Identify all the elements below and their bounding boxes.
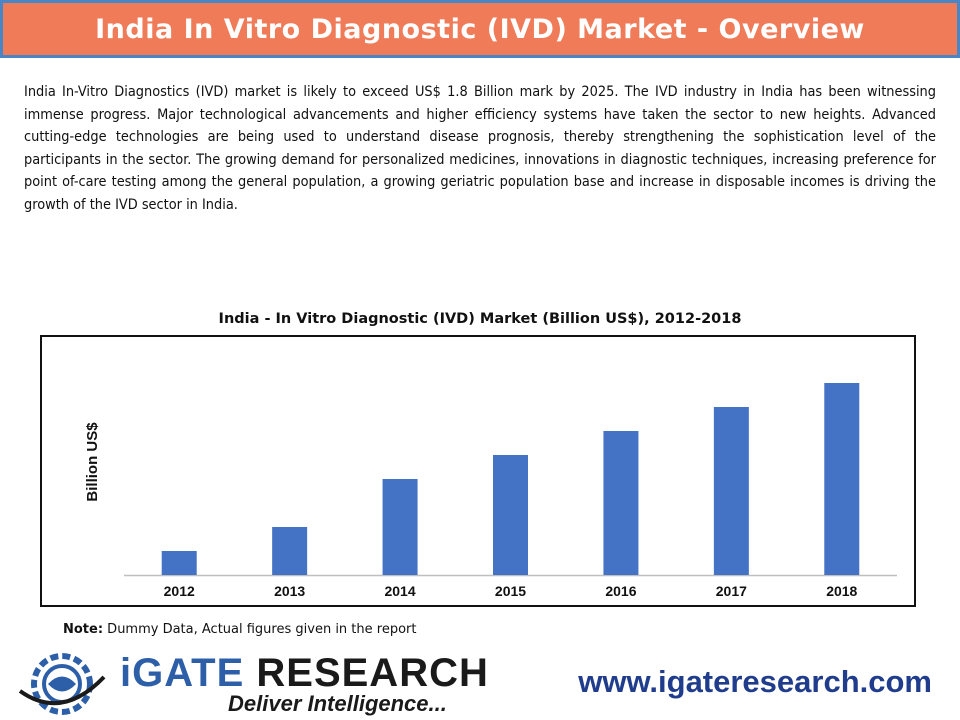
logo-word-research: RESEARCH: [244, 651, 489, 695]
note-label: Note:: [63, 622, 104, 637]
x-tick-label-2017: 2017: [716, 583, 747, 599]
bar-2018: [824, 383, 860, 575]
logo-wordmark: iGATE RESEARCH: [120, 651, 489, 696]
bar-2013: [272, 527, 308, 575]
x-tick-label-2014: 2014: [384, 583, 415, 599]
bar-2016: [603, 431, 639, 575]
x-tick-label-2018: 2018: [826, 583, 857, 599]
bar-chart: Billion US$ 2012 2013 2014 2015 2016 2017 2018: [84, 383, 897, 599]
company-logo: iGATE RESEARCH Deliver Intelligence...: [12, 651, 532, 717]
x-tick-label-2016: 2016: [605, 583, 636, 599]
bar-2012: [161, 551, 197, 575]
website-link[interactable]: www.igateresearch.com: [578, 664, 932, 699]
note: Note: Dummy Data, Actual figures given i…: [63, 622, 416, 637]
globe-gear-logo-icon: [18, 653, 106, 715]
page-title: India In Vitro Diagnostic (IVD) Market -…: [95, 13, 865, 45]
chart-title: India - In Vitro Diagnostic (IVD) Market…: [218, 311, 742, 327]
bar-2014: [382, 479, 418, 575]
y-axis-label: Billion US$: [84, 422, 101, 502]
x-tick-label-2015: 2015: [495, 583, 526, 599]
intro-paragraph: India In-Vitro Diagnostics (IVD) market …: [24, 84, 936, 213]
bar-2017: [713, 407, 749, 575]
logo-word-igate: iGATE: [120, 651, 245, 695]
logo-tagline: Deliver Intelligence...: [228, 691, 447, 716]
bar-2015: [493, 455, 528, 575]
title-bar: India In Vitro Diagnostic (IVD) Market -…: [0, 0, 960, 58]
x-tick-label-2012: 2012: [164, 583, 195, 599]
note-text: Dummy Data, Actual figures given in the …: [103, 622, 417, 637]
x-tick-label-2013: 2013: [274, 583, 305, 599]
chart-frame: Billion US$ 2012 2013 2014 2015 2016 2017 2018: [40, 335, 916, 607]
